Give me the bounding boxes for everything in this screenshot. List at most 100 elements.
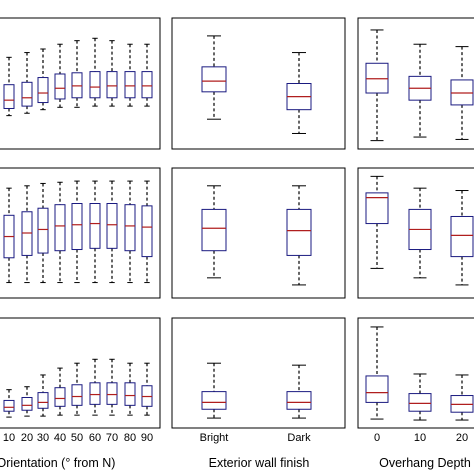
box-40 xyxy=(54,367,66,416)
box-60 xyxy=(89,358,101,416)
box-Bright xyxy=(201,35,227,120)
tick-label: 20 xyxy=(21,432,33,444)
tick-label: 40 xyxy=(54,432,66,444)
box-10 xyxy=(408,43,432,138)
box-iqr xyxy=(141,71,153,99)
panel-frame xyxy=(0,17,161,150)
box-iqr xyxy=(106,71,118,99)
box-20 xyxy=(21,386,33,417)
box-60 xyxy=(89,37,101,107)
panel-row2-overhang xyxy=(357,167,474,299)
panel-frame xyxy=(357,317,474,429)
box-90 xyxy=(141,43,153,107)
panel-row3-wall-finish xyxy=(171,317,346,429)
box-iqr xyxy=(124,382,136,406)
box-iqr xyxy=(408,393,432,412)
box-20 xyxy=(21,52,33,114)
box-20 xyxy=(450,46,474,140)
box-70 xyxy=(106,40,118,107)
box-iqr xyxy=(106,382,118,405)
box-50 xyxy=(71,180,83,284)
box-iqr xyxy=(71,203,83,251)
box-iqr xyxy=(365,192,389,225)
box-iqr xyxy=(71,384,83,406)
panel-frame xyxy=(357,167,474,299)
panel-row2-orientation xyxy=(0,167,161,299)
panel-row1-wall-finish xyxy=(171,17,346,150)
tick-label: 10 xyxy=(3,432,15,444)
box-iqr xyxy=(365,375,389,403)
box-iqr xyxy=(89,71,101,99)
tick-label: 70 xyxy=(106,432,118,444)
box-iqr xyxy=(54,204,66,252)
tick-label: 60 xyxy=(89,432,101,444)
box-iqr xyxy=(201,66,227,93)
box-30 xyxy=(37,48,49,111)
tick-label: 20 xyxy=(456,432,468,444)
panel-row2-wall-finish xyxy=(171,167,346,299)
box-Bright xyxy=(201,185,227,279)
box-0 xyxy=(365,326,389,420)
box-50 xyxy=(71,40,83,108)
box-Bright xyxy=(201,362,227,419)
panel-frame xyxy=(0,167,161,299)
box-90 xyxy=(141,362,153,416)
box-30 xyxy=(37,182,49,284)
box-90 xyxy=(141,180,153,284)
box-iqr xyxy=(106,203,118,249)
box-iqr xyxy=(37,77,49,104)
tick-label: Dark xyxy=(287,432,311,444)
box-80 xyxy=(124,180,136,284)
box-iqr xyxy=(54,73,66,100)
box-iqr xyxy=(141,205,153,258)
box-60 xyxy=(89,180,101,284)
box-iqr xyxy=(450,215,474,258)
tick-label: Bright xyxy=(200,432,229,444)
tick-label: 0 xyxy=(374,432,380,444)
tick-label: 10 xyxy=(414,432,426,444)
panel-row1-overhang xyxy=(357,17,474,150)
box-10 xyxy=(3,389,15,418)
box-0 xyxy=(365,175,389,269)
box-70 xyxy=(106,180,118,284)
box-40 xyxy=(54,43,66,108)
box-iqr xyxy=(286,391,312,410)
box-iqr xyxy=(37,207,49,254)
box-iqr xyxy=(124,71,136,99)
panel-frame xyxy=(171,167,346,299)
axis-label-x: Overhang Depth xyxy=(379,456,471,470)
box-0 xyxy=(365,29,389,142)
box-iqr xyxy=(201,208,227,252)
box-70 xyxy=(106,358,118,416)
axis-label-x: Orientation (° from N) xyxy=(0,456,115,470)
box-iqr xyxy=(3,399,15,412)
box-10 xyxy=(408,187,432,279)
box-iqr xyxy=(21,397,33,411)
box-iqr xyxy=(37,392,49,409)
box-Dark xyxy=(286,52,312,134)
tick-label: 50 xyxy=(71,432,83,444)
box-iqr xyxy=(286,208,312,256)
box-iqr xyxy=(89,382,101,405)
panel-frame xyxy=(357,17,474,150)
tick-label: 90 xyxy=(141,432,153,444)
box-iqr xyxy=(124,204,136,252)
panel-frame xyxy=(0,317,161,429)
panel-frame xyxy=(171,17,346,150)
box-20 xyxy=(21,185,33,284)
box-80 xyxy=(124,362,136,416)
tick-label: 30 xyxy=(37,432,49,444)
panel-row3-overhang xyxy=(357,317,474,429)
box-20 xyxy=(450,374,474,421)
box-iqr xyxy=(201,391,227,410)
box-50 xyxy=(71,362,83,416)
box-iqr xyxy=(89,203,101,249)
box-iqr xyxy=(54,387,66,407)
box-80 xyxy=(124,43,136,107)
box-20 xyxy=(450,190,474,286)
box-Dark xyxy=(286,185,312,286)
box-10 xyxy=(408,373,432,421)
box-30 xyxy=(37,374,49,417)
panel-row1-orientation xyxy=(0,17,161,150)
